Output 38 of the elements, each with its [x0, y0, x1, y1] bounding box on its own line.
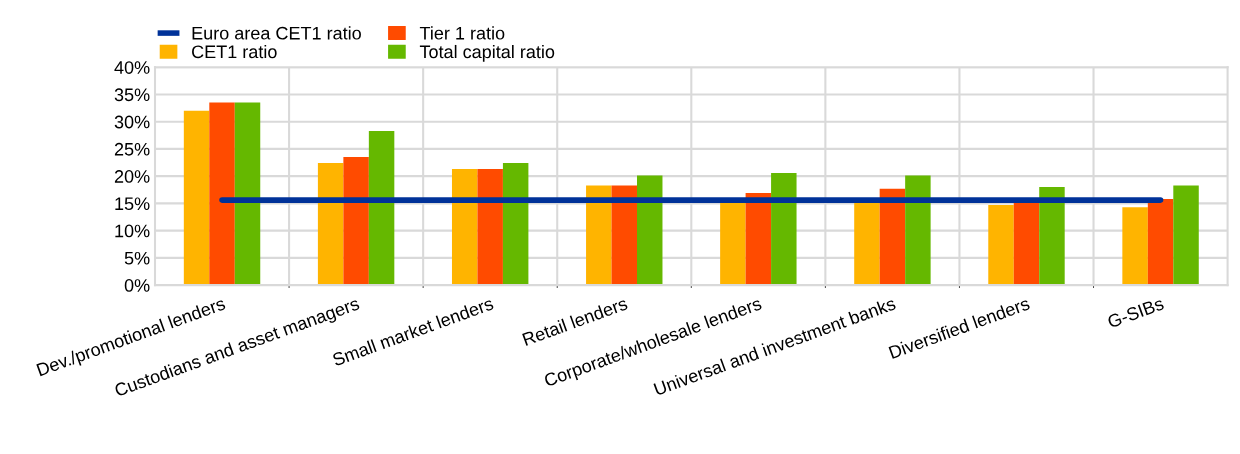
bar [368, 130, 395, 286]
bar [879, 188, 906, 286]
bar [720, 201, 746, 286]
bar [905, 175, 931, 286]
y-tick-label: 35% [114, 88, 150, 102]
bar [477, 169, 503, 286]
y-tick-label: 0% [124, 279, 150, 292]
bar [502, 163, 529, 286]
y-tick-label: 30% [114, 115, 150, 129]
legend-label: Total capital ratio [419, 44, 555, 62]
y-tick-label: 5% [124, 251, 150, 265]
bar [1147, 199, 1174, 286]
legend-label: Euro area CET1 ratio [192, 26, 361, 40]
bar [209, 102, 235, 286]
bar [1013, 200, 1040, 286]
bar [343, 157, 369, 286]
bar [745, 193, 772, 286]
y-tick-label: 40% [114, 61, 150, 74]
y-tick-label: 10% [115, 224, 150, 238]
bar [771, 172, 797, 286]
bar [611, 185, 637, 286]
bar [637, 175, 663, 286]
x-tick-label: G-SIBs [1106, 296, 1165, 329]
bar [1173, 185, 1199, 286]
legend-label: Tier 1 ratio [419, 26, 505, 40]
bar [183, 110, 210, 286]
bar [451, 169, 478, 286]
bar [317, 163, 344, 286]
bar [1039, 187, 1065, 286]
bar [988, 205, 1014, 286]
bar [586, 185, 612, 286]
bar [234, 102, 261, 286]
legend-label: CET1 ratio [192, 44, 277, 59]
y-tick-label: 15% [115, 197, 150, 211]
bar [854, 201, 880, 286]
y-tick-label: 20% [114, 170, 150, 183]
bar [1122, 207, 1148, 286]
y-tick-label: 25% [114, 142, 150, 156]
